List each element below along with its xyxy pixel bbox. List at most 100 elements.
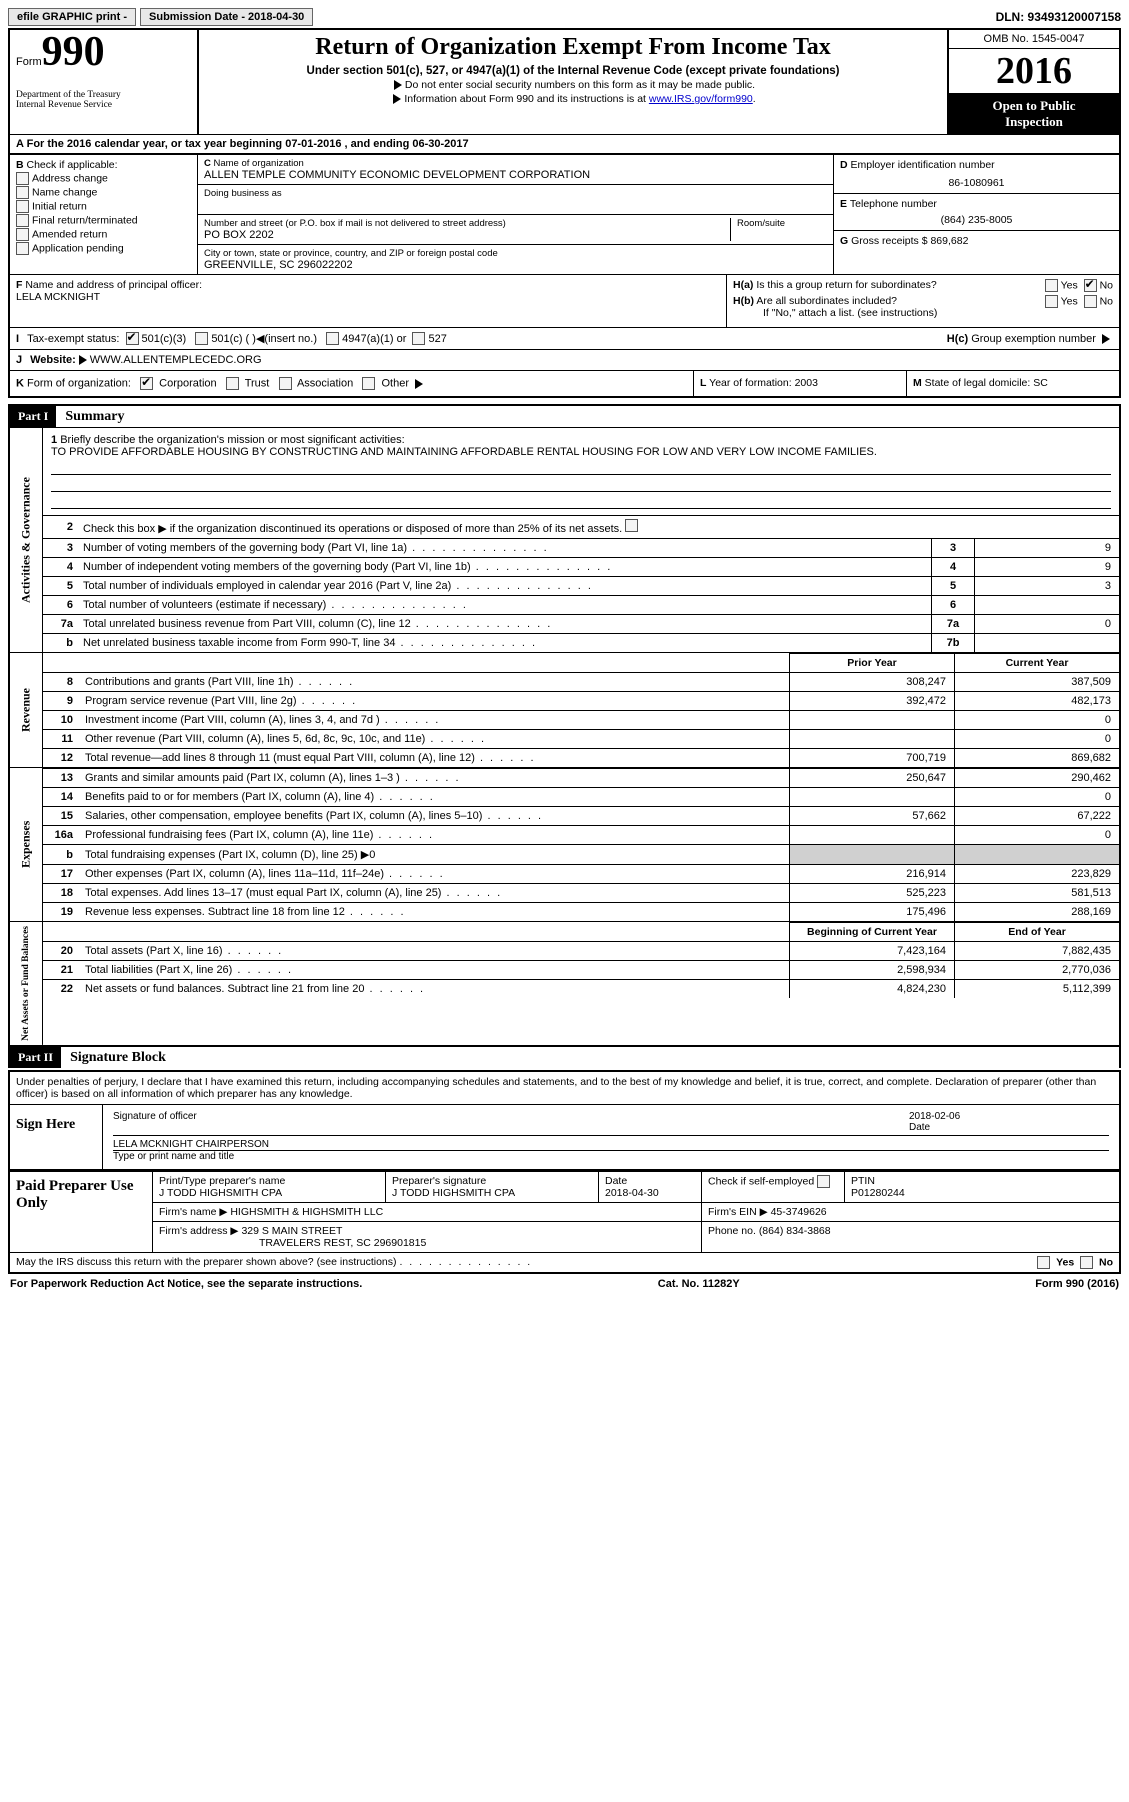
cb-discontinued[interactable]	[625, 519, 638, 532]
line-num: 7a	[43, 615, 77, 634]
hb-yes[interactable]	[1045, 295, 1058, 308]
ha-yes[interactable]	[1045, 279, 1058, 292]
line-num: 12	[43, 749, 79, 768]
form-label: Form	[16, 56, 42, 68]
current-year-val: 290,462	[955, 769, 1120, 788]
row-klm: K Form of organization: Corporation Trus…	[8, 370, 1121, 398]
discuss-no[interactable]	[1080, 1256, 1093, 1269]
arrow-icon	[79, 355, 87, 365]
line-num: 14	[43, 788, 79, 807]
line-num: 4	[43, 558, 77, 577]
irs-link[interactable]: www.IRS.gov/form990	[649, 93, 753, 105]
prior-year-val: 175,496	[790, 903, 955, 922]
prior-year-val: 392,472	[790, 692, 955, 711]
part1-label: Part I	[10, 406, 56, 427]
dept-irs: Internal Revenue Service	[16, 100, 191, 110]
header-right: OMB No. 1545-0047 2016 Open to Public In…	[947, 30, 1119, 134]
firm-address-2: TRAVELERS REST, SC 296901815	[259, 1237, 426, 1249]
checkbox-final-return[interactable]	[16, 214, 29, 227]
form-title: Return of Organization Exempt From Incom…	[209, 34, 937, 61]
preparer-signature: J TODD HIGHSMITH CPA	[392, 1187, 515, 1199]
line-desc: Total revenue—add lines 8 through 11 (mu…	[79, 749, 790, 768]
line-num: 3	[43, 539, 77, 558]
line-box: 7b	[932, 634, 975, 653]
line-num: 22	[43, 980, 79, 999]
website: WWW.ALLENTEMPLECEDC.ORG	[90, 354, 262, 366]
state-domicile: SC	[1033, 377, 1048, 389]
hdr-prior-year: Prior Year	[790, 654, 955, 673]
cb-corporation[interactable]	[140, 377, 153, 390]
current-year-val: 387,509	[955, 673, 1120, 692]
hb-no[interactable]	[1084, 295, 1097, 308]
efile-print-label: efile GRAPHIC print -	[8, 8, 136, 26]
cb-527[interactable]	[412, 332, 425, 345]
footer: For Paperwork Reduction Act Notice, see …	[8, 1274, 1121, 1294]
checkbox-address-change[interactable]	[16, 172, 29, 185]
prior-year-val	[790, 730, 955, 749]
cb-501c[interactable]	[195, 332, 208, 345]
line-val	[975, 634, 1120, 653]
mission-text: TO PROVIDE AFFORDABLE HOUSING BY CONSTRU…	[51, 446, 877, 458]
dept-treasury: Department of the Treasury	[16, 90, 191, 100]
cat-no: Cat. No. 11282Y	[658, 1278, 740, 1290]
city: GREENVILLE, SC 296022202	[204, 259, 827, 271]
f-label: Name and address of principal officer:	[25, 279, 202, 291]
checkbox-name-change[interactable]	[16, 186, 29, 199]
cb-association[interactable]	[279, 377, 292, 390]
prior-year-val: 57,662	[790, 807, 955, 826]
checkbox-amended-return[interactable]	[16, 228, 29, 241]
current-year-val: 0	[955, 711, 1120, 730]
dln: DLN: 93493120007158	[996, 10, 1121, 24]
d-label: Employer identification number	[851, 159, 995, 171]
cb-trust[interactable]	[226, 377, 239, 390]
checkbox-application-pending[interactable]	[16, 242, 29, 255]
c-name-label: Name of organization	[214, 158, 304, 169]
line-desc: Grants and similar amounts paid (Part IX…	[79, 769, 790, 788]
header-left: Form990 Department of the Treasury Inter…	[10, 30, 199, 134]
section-b: B Check if applicable: Address change Na…	[10, 155, 198, 274]
governance-table: 2Check this box ▶ if the organization di…	[43, 515, 1119, 538]
line-box: 4	[932, 558, 975, 577]
checkbox-initial-return[interactable]	[16, 200, 29, 213]
hdr-boy: Beginning of Current Year	[790, 923, 955, 942]
cb-501c3[interactable]	[126, 332, 139, 345]
current-year-val: 581,513	[955, 884, 1120, 903]
line-desc: Program service revenue (Part VIII, line…	[79, 692, 790, 711]
arrow-icon	[393, 94, 401, 104]
vtab-net-assets: Net Assets or Fund Balances	[10, 922, 43, 1045]
row-fh: F Name and address of principal officer:…	[8, 274, 1121, 327]
sig-officer-label: Signature of officer	[113, 1111, 909, 1133]
city-label: City or town, state or province, country…	[204, 248, 827, 259]
prior-year-val: 700,719	[790, 749, 955, 768]
summary-body: Activities & Governance 1 Briefly descri…	[8, 427, 1121, 1047]
cb-4947[interactable]	[326, 332, 339, 345]
ein: 86-1080961	[840, 177, 1113, 189]
officer-name: LELA MCKNIGHT CHAIRPERSON	[113, 1139, 269, 1150]
line-num: 13	[43, 769, 79, 788]
current-year-val: 0	[955, 788, 1120, 807]
section-a: A For the 2016 calendar year, or tax yea…	[8, 134, 1121, 155]
line-desc: Total number of volunteers (estimate if …	[77, 596, 932, 615]
prior-year-val: 2,598,934	[790, 961, 955, 980]
line-desc: Net unrelated business taxable income fr…	[77, 634, 932, 653]
arrow-icon	[415, 379, 423, 389]
vtab-expenses: Expenses	[10, 768, 43, 921]
hdr-eoy: End of Year	[955, 923, 1120, 942]
line-desc: Professional fundraising fees (Part IX, …	[79, 826, 790, 845]
principal-officer: LELA MCKNIGHT	[16, 291, 100, 303]
pra-notice: For Paperwork Reduction Act Notice, see …	[10, 1278, 362, 1290]
year-formation: 2003	[795, 377, 818, 389]
ha-no[interactable]	[1084, 279, 1097, 292]
col-right: D Employer identification number 86-1080…	[833, 155, 1119, 274]
room-label: Room/suite	[737, 218, 827, 229]
line-desc: Total unrelated business revenue from Pa…	[77, 615, 932, 634]
prior-year-val	[790, 788, 955, 807]
prior-year-val: 7,423,164	[790, 942, 955, 961]
ssn-warning: Do not enter social security numbers on …	[405, 79, 755, 91]
current-year-val: 2,770,036	[955, 961, 1120, 980]
discuss-yes[interactable]	[1037, 1256, 1050, 1269]
cb-self-employed[interactable]	[817, 1175, 830, 1188]
info-grid: B Check if applicable: Address change Na…	[8, 155, 1121, 274]
cb-other[interactable]	[362, 377, 375, 390]
line-desc: Total assets (Part X, line 16)	[79, 942, 790, 961]
